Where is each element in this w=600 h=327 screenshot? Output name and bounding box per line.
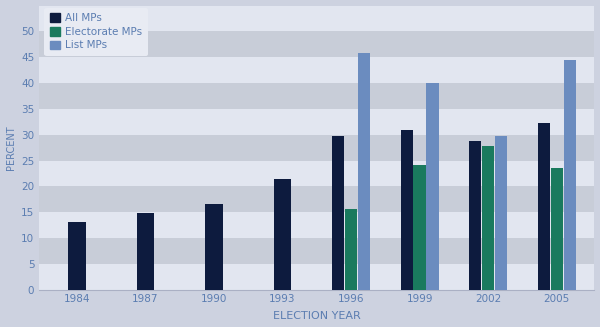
Bar [39,212,595,238]
Bar [39,83,595,109]
Bar [401,129,413,290]
Bar [495,136,508,290]
Bar [137,213,154,290]
Bar [274,179,291,290]
Bar [427,83,439,290]
Bar [39,135,595,161]
Bar [205,204,223,290]
Bar [332,136,344,290]
Y-axis label: PERCENT: PERCENT [5,125,16,170]
Bar [39,57,595,83]
Bar [551,168,563,290]
Bar [413,165,426,290]
Bar [538,123,550,290]
Bar [358,53,370,290]
Bar [39,161,595,186]
Bar [39,6,595,31]
Bar [68,222,86,290]
Bar [39,109,595,135]
Bar [39,238,595,264]
X-axis label: ELECTION YEAR: ELECTION YEAR [273,311,361,321]
Legend: All MPs, Electorate MPs, List MPs: All MPs, Electorate MPs, List MPs [44,8,148,56]
Bar [469,141,481,290]
Bar [39,264,595,290]
Bar [39,186,595,212]
Bar [482,146,494,290]
Bar [563,60,576,290]
Bar [345,209,357,290]
Bar [39,31,595,57]
